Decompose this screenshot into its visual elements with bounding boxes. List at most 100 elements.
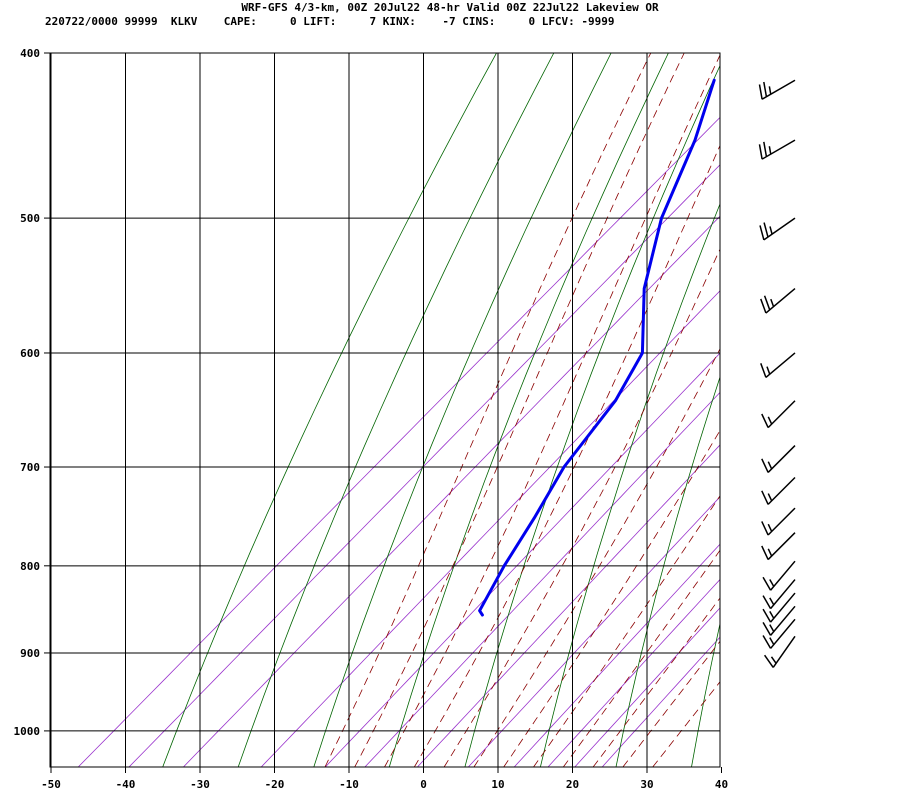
barb-full-flag xyxy=(761,458,769,473)
barb-half-flag xyxy=(769,579,775,587)
barb-full-flag xyxy=(758,84,763,100)
moist-adiabat-line xyxy=(592,597,720,767)
wind-barb xyxy=(762,560,796,591)
wind-barb xyxy=(762,618,796,649)
moist-adiabat-line xyxy=(503,429,720,767)
mixing-ratio-line xyxy=(574,607,720,767)
barb-full-flag xyxy=(762,576,772,591)
barb-staff xyxy=(761,139,796,160)
wind-barb xyxy=(761,507,796,536)
barb-half-flag xyxy=(767,461,773,470)
moist-adiabat-line xyxy=(354,53,685,767)
barb-full-flag xyxy=(760,363,767,378)
moist-adiabat-line xyxy=(652,681,720,767)
y-tick-label: 700 xyxy=(20,461,40,474)
wind-barb xyxy=(761,445,796,473)
y-tick-label: 900 xyxy=(20,647,40,660)
moist-adiabat-line xyxy=(562,549,720,767)
barb-full-flag xyxy=(762,595,772,610)
barb-staff xyxy=(767,400,796,429)
mixing-ratio-line xyxy=(183,215,720,767)
barb-half-flag xyxy=(769,597,775,606)
mixing-ratio-line xyxy=(77,116,720,767)
barb-full-flag xyxy=(761,545,769,560)
barb-staff xyxy=(767,476,796,505)
x-tick-label: 40 xyxy=(715,778,728,791)
barb-full-flag xyxy=(762,608,772,623)
wind-barb xyxy=(758,139,796,160)
x-tick-label: -30 xyxy=(190,778,210,791)
barb-staff xyxy=(772,635,796,668)
mixing-ratio-line xyxy=(260,290,720,767)
mixing-ratio-line xyxy=(417,444,720,767)
barb-half-flag xyxy=(766,366,771,375)
y-tick-label: 800 xyxy=(20,560,40,573)
y-tick-label: 400 xyxy=(20,47,40,60)
barb-full-flag xyxy=(761,521,769,536)
barb-half-flag xyxy=(768,86,772,95)
wind-barb xyxy=(761,476,796,505)
wind-barb xyxy=(761,532,796,561)
barb-staff xyxy=(765,288,796,314)
dry-adiabat-line xyxy=(237,53,555,767)
barb-half-flag xyxy=(769,226,773,235)
x-tick-label: -10 xyxy=(339,778,359,791)
wind-barb xyxy=(760,288,796,314)
wind-barb xyxy=(758,79,796,100)
x-tick-label: -20 xyxy=(265,778,285,791)
moist-adiabat-line xyxy=(413,144,720,767)
mixing-ratio-line xyxy=(364,391,720,767)
barb-staff xyxy=(763,217,796,241)
dry-adiabat-line xyxy=(162,53,497,767)
barb-staff xyxy=(769,579,796,610)
plot-frame xyxy=(49,52,721,768)
dry-adiabat-line xyxy=(691,621,720,767)
wind-barb xyxy=(762,579,796,610)
barb-full-flag xyxy=(763,81,768,97)
background-lines xyxy=(77,53,900,767)
profiles xyxy=(478,78,900,617)
mixing-ratio-line xyxy=(128,164,720,767)
dewpoint-profile xyxy=(478,78,716,617)
wind-barbs xyxy=(758,79,796,668)
dry-adiabat-line xyxy=(313,53,612,767)
wind-barb xyxy=(762,592,796,623)
barb-full-flag xyxy=(763,654,774,668)
barb-half-flag xyxy=(769,637,775,645)
grid xyxy=(50,53,720,767)
temperature-profile xyxy=(780,80,900,615)
y-axis: 400 500 600 700 800 900 1000 xyxy=(14,47,50,738)
y-tick-label: 500 xyxy=(20,212,40,225)
wind-barb xyxy=(760,352,796,378)
barb-staff xyxy=(769,560,796,591)
wind-barb xyxy=(761,400,796,429)
moist-adiabat-line xyxy=(622,640,720,767)
x-tick-label: -40 xyxy=(116,778,136,791)
barb-full-flag xyxy=(763,222,769,238)
barb-staff xyxy=(767,507,796,536)
moist-adiabat-line xyxy=(533,495,720,767)
mixing-ratio-line xyxy=(601,636,720,767)
barb-staff xyxy=(765,352,796,378)
barb-full-flag xyxy=(763,295,771,311)
barb-full-flag xyxy=(761,413,769,428)
wind-barb xyxy=(762,605,796,636)
chart-title: WRF-GFS 4/3-km, 00Z 20Jul22 48-hr Valid … xyxy=(241,1,659,14)
sounding-summary: 220722/0000 99999 KLKV CAPE: 0 LIFT: 7 K… xyxy=(45,15,615,28)
x-tick-label: 0 xyxy=(420,778,427,791)
barb-staff xyxy=(767,532,796,561)
barb-staff xyxy=(767,445,796,473)
x-axis: -50 -40 -30 -20 -10 0 10 20 30 40 xyxy=(41,767,728,791)
barb-full-flag xyxy=(758,144,763,160)
dry-adiabat-line xyxy=(540,202,720,767)
barb-staff xyxy=(761,79,796,100)
x-tick-label: -50 xyxy=(41,778,61,791)
barb-half-flag xyxy=(770,656,777,664)
barb-full-flag xyxy=(760,298,767,314)
barb-full-flag xyxy=(759,225,765,241)
barb-half-flag xyxy=(767,416,773,425)
x-tick-label: 30 xyxy=(640,778,653,791)
dry-adiabat-line xyxy=(843,53,900,767)
wind-barb xyxy=(763,635,796,668)
